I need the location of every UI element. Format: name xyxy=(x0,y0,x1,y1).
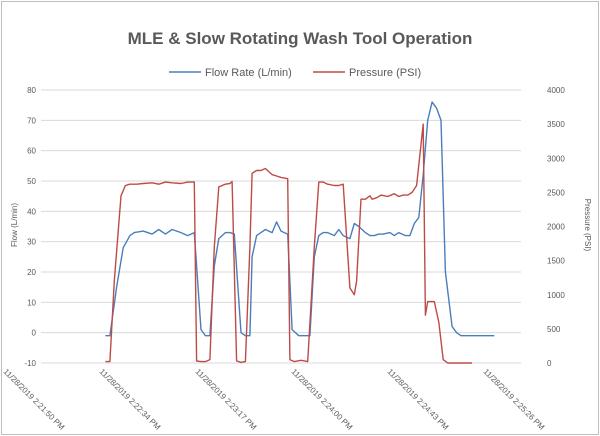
y-axis-title: Flow (L/min) xyxy=(10,203,19,247)
y2-tick-label: 2000 xyxy=(547,223,565,232)
y-tick-label: 0 xyxy=(32,329,37,338)
x-tick-label: 11/28/2019 2:23:17 PM xyxy=(194,367,259,432)
flow-rate-line xyxy=(105,101,495,337)
x-tick-label: 11/28/2019 2:21:50 PM xyxy=(2,367,67,432)
y-tick-label: 50 xyxy=(27,177,36,186)
x-tick-label: 11/28/2019 2:24:00 PM xyxy=(290,367,355,432)
y2-tick-label: 1000 xyxy=(547,291,565,300)
x-tick-label: 11/28/2019 2:25:26 PM xyxy=(482,367,547,432)
y2-tick-label: 1500 xyxy=(547,257,565,266)
y-tick-label: 70 xyxy=(27,116,36,125)
series-lines xyxy=(105,101,495,364)
y-tick-label: -10 xyxy=(24,359,36,368)
gridlines xyxy=(41,89,521,364)
y-tick-label: 40 xyxy=(27,207,36,216)
x-tick-label: 11/28/2019 2:22:34 PM xyxy=(98,367,163,432)
right-axis-ticks: 0 500 1000 1500 2000 2500 3000 3500 4000 xyxy=(547,86,565,368)
y-tick-label: 30 xyxy=(27,238,36,247)
y2-axis-title: Pressure (PSI) xyxy=(583,199,592,252)
y-tick-label: 60 xyxy=(27,147,36,156)
pressure-line xyxy=(105,123,473,364)
y2-tick-label: 500 xyxy=(547,325,561,334)
legend-pressure-label: Pressure (PSI) xyxy=(349,67,421,79)
legend: Flow Rate (L/min) Pressure (PSI) xyxy=(169,67,421,79)
y2-tick-label: 2500 xyxy=(547,188,565,197)
y-tick-label: 20 xyxy=(27,268,36,277)
x-tick-label: 11/28/2019 2:24:43 PM xyxy=(386,367,451,432)
legend-flow-label: Flow Rate (L/min) xyxy=(205,67,292,79)
x-axis-ticks: 11/28/2019 2:21:50 PM 11/28/2019 2:22:34 … xyxy=(2,367,547,432)
y2-tick-label: 4000 xyxy=(547,86,565,95)
y2-tick-label: 0 xyxy=(547,359,552,368)
left-axis-ticks: -10 0 10 20 30 40 50 60 70 80 xyxy=(24,86,36,368)
chart-title: MLE & Slow Rotating Wash Tool Operation xyxy=(128,29,473,48)
y2-tick-label: 3000 xyxy=(547,154,565,163)
y-tick-label: 80 xyxy=(27,86,36,95)
y-tick-label: 10 xyxy=(27,298,36,307)
y2-tick-label: 3500 xyxy=(547,120,565,129)
